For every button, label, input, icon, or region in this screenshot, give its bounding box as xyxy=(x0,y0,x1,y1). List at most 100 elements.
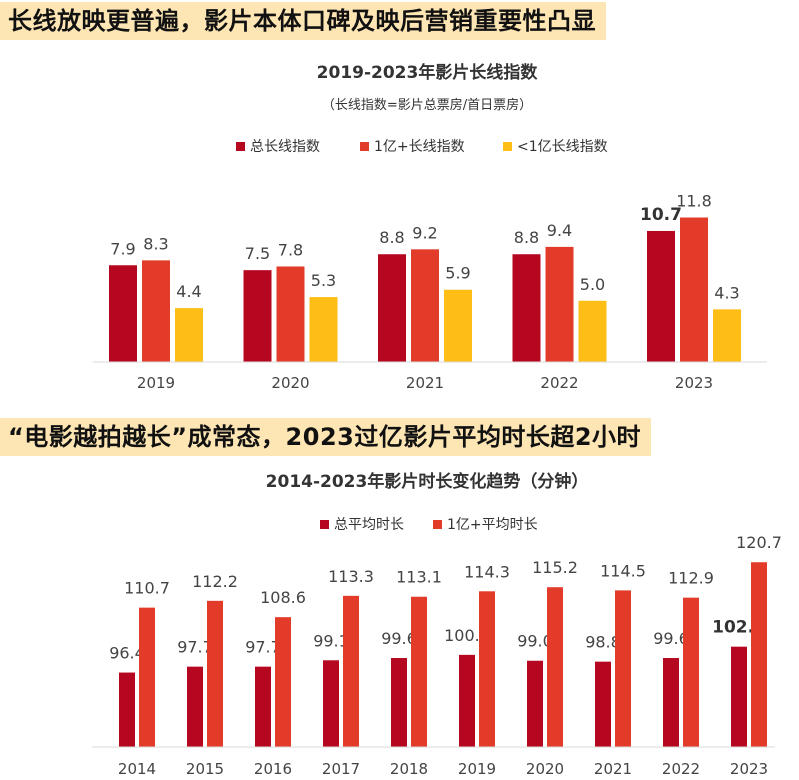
data-label: 8.8 xyxy=(379,228,404,247)
legend-label: 总平均时长 xyxy=(334,517,404,533)
data-label: 10.7 xyxy=(640,205,682,225)
bar-2020-series-1 xyxy=(527,660,543,747)
x-tick-label: 2023 xyxy=(730,760,768,778)
data-label: 108.6 xyxy=(260,588,306,607)
bar-2017-series-1 xyxy=(323,660,339,747)
data-label: 5.9 xyxy=(445,264,470,283)
data-label: 97.7 xyxy=(177,638,213,657)
chart-bars: 7.9 8.3 4.4 7.5 7.8 5.3 8.8 9.2 5.9 8.8 9.4 5.0 10.7… xyxy=(109,191,741,362)
data-label: 110.7 xyxy=(124,579,170,598)
data-label: 11.8 xyxy=(676,191,712,210)
x-axis-ticks: 2014 2015 2016 2017 2018 2019 2020 2021 2022 2023 xyxy=(118,760,768,778)
data-label: 113.3 xyxy=(328,567,374,586)
x-tick-label: 2017 xyxy=(322,760,360,778)
section-banner-top: 长线放映更普遍，影片本体口碑及映后营销重要性凸显 xyxy=(0,2,606,40)
x-tick-label: 2021 xyxy=(594,760,632,778)
x-tick-label: 2015 xyxy=(186,760,224,778)
section-banner-bottom: “电影越拍越长”成常态，2023过亿影片平均时长超2小时 xyxy=(0,418,652,456)
bar-2022-series-1 xyxy=(663,658,679,747)
chart-title: 2019-2023年影片长线指数 xyxy=(317,62,539,83)
data-label: 5.3 xyxy=(311,271,336,290)
chart-title: 2014-2023年影片时长变化趋势（分钟） xyxy=(266,471,589,492)
bar-2023-series-2 xyxy=(680,217,708,362)
chart-subtitle: （长线指数=影片总票房/首日票房） xyxy=(322,97,532,113)
bar-2023-series-2 xyxy=(751,562,767,747)
data-label: 114.5 xyxy=(600,561,646,580)
x-tick-label: 2023 xyxy=(675,374,713,392)
legend-label: 总长线指数 xyxy=(250,139,320,155)
data-label: 5.0 xyxy=(580,275,605,294)
data-label: 8.3 xyxy=(143,234,168,253)
x-tick-label: 2014 xyxy=(118,760,156,778)
chart-legend: 总长线指数 1亿+长线指数 <1亿长线指数 xyxy=(236,139,608,155)
bar-2019-series-2 xyxy=(479,591,495,747)
data-label: 112.2 xyxy=(192,572,238,591)
data-label: 113.1 xyxy=(396,568,442,587)
bar-2020-series-2 xyxy=(547,587,563,747)
x-tick-label: 2020 xyxy=(526,760,564,778)
bar-2019-series-2 xyxy=(142,260,170,362)
x-tick-label: 2018 xyxy=(390,760,428,778)
bar-2016-series-1 xyxy=(255,666,271,747)
bar-2022-series-3 xyxy=(578,300,607,362)
x-tick-label: 2020 xyxy=(271,374,309,392)
data-label: 7.8 xyxy=(278,240,303,259)
data-label: 98.8 xyxy=(585,633,621,652)
data-label: 7.9 xyxy=(110,239,135,258)
bar-2023-series-3 xyxy=(713,309,741,362)
legend-label: <1亿长线指数 xyxy=(517,139,608,155)
data-label: 97.7 xyxy=(245,638,281,657)
data-label: 8.8 xyxy=(514,228,539,247)
data-label: 96.4 xyxy=(109,644,145,663)
data-label: 99.1 xyxy=(313,631,349,650)
bar-2020-series-2 xyxy=(276,266,305,362)
bar-2020-series-1 xyxy=(243,270,272,362)
bar-2023-series-1 xyxy=(731,646,747,747)
data-label: 99.6 xyxy=(653,629,689,648)
bar-2021-series-1 xyxy=(378,254,406,362)
bar-2022-series-2 xyxy=(683,597,699,747)
x-tick-label: 2022 xyxy=(662,760,700,778)
data-label: 99.0 xyxy=(517,632,553,651)
bar-2021-series-2 xyxy=(615,590,631,747)
bar-2022-series-1 xyxy=(512,254,541,362)
chart-bars: 96.4 110.7 97.7 112.2 97.7 108.6 99.1 113.3 99.6… xyxy=(109,533,782,747)
bar-2014-series-2 xyxy=(139,607,155,747)
data-label: 4.4 xyxy=(176,282,201,301)
x-tick-label: 2021 xyxy=(406,374,444,392)
bar-2019-series-1 xyxy=(459,654,475,747)
film-duration-chart: 2014-2023年影片时长变化趋势（分钟） 总平均时长 1亿+平均时长 96.4… xyxy=(92,471,782,778)
x-tick-label: 2019 xyxy=(458,760,496,778)
data-label: 7.5 xyxy=(245,244,270,263)
bar-2021-series-3 xyxy=(444,289,472,362)
bar-2017-series-2 xyxy=(343,595,359,747)
data-label: 9.4 xyxy=(547,221,572,240)
x-tick-label: 2016 xyxy=(254,760,292,778)
x-tick-label: 2019 xyxy=(137,374,175,392)
bar-2014-series-1 xyxy=(119,672,135,747)
data-label: 115.2 xyxy=(532,558,578,577)
bar-2020-series-3 xyxy=(309,297,338,362)
legend-swatch xyxy=(320,520,329,529)
legend-label: 1亿+长线指数 xyxy=(374,139,465,155)
bar-2015-series-2 xyxy=(207,600,223,747)
bar-2018-series-2 xyxy=(411,596,427,747)
bar-2021-series-2 xyxy=(411,249,439,362)
bar-2019-series-1 xyxy=(109,265,137,362)
data-label: 99.6 xyxy=(381,629,417,648)
bar-2023-series-1 xyxy=(647,230,675,362)
data-label: 114.3 xyxy=(464,562,510,581)
legend-swatch xyxy=(433,520,442,529)
legend-swatch xyxy=(236,142,245,151)
data-label: 112.9 xyxy=(668,569,714,588)
bar-2016-series-2 xyxy=(275,617,291,747)
legend-swatch xyxy=(360,142,369,151)
bar-2018-series-1 xyxy=(391,658,407,747)
data-label: 120.7 xyxy=(736,533,782,552)
legend-swatch xyxy=(503,142,512,151)
bar-2021-series-1 xyxy=(595,661,611,747)
x-axis-ticks: 2019 2020 2021 2022 2023 xyxy=(137,374,713,392)
data-label: 9.2 xyxy=(412,223,437,242)
long-run-index-chart: 2019-2023年影片长线指数 （长线指数=影片总票房/首日票房） 总长线指数… xyxy=(93,62,767,392)
data-label: 100.3 xyxy=(444,626,490,645)
